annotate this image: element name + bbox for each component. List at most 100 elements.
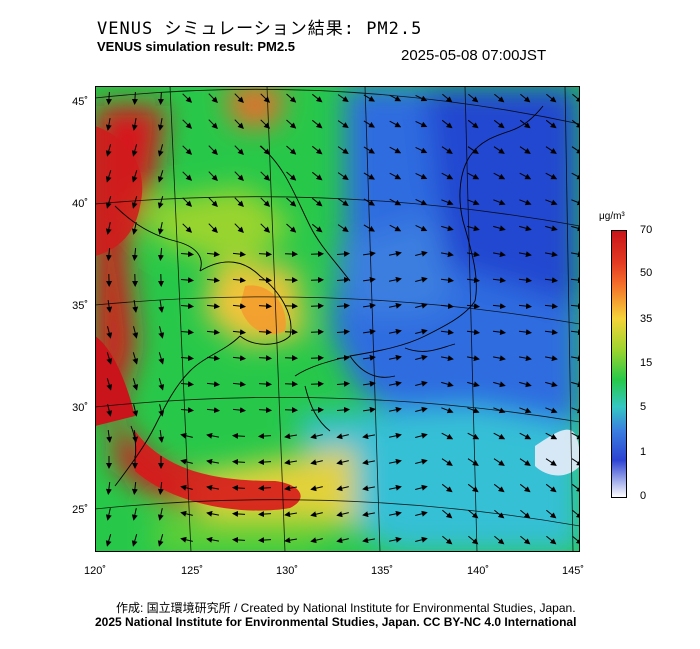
lon-label-125: 125˚ — [180, 565, 204, 577]
wind-arrow — [234, 119, 244, 130]
license-line: 2025 National Institute for Environmenta… — [95, 615, 577, 629]
colorbar-label-70: 70 — [640, 224, 653, 236]
wind-arrow — [519, 381, 532, 388]
wind-arrow — [571, 355, 580, 362]
wind-arrow — [546, 535, 557, 545]
wind-arrow — [284, 459, 297, 466]
wind-arrow — [157, 118, 164, 131]
wind-arrow — [467, 407, 480, 414]
wind-arrow — [158, 404, 165, 417]
field-orange-north — [225, 86, 285, 126]
wind-arrow — [518, 329, 532, 336]
colorbar-gradient — [611, 230, 627, 498]
wind-arrow — [337, 198, 349, 206]
wind-arrow — [440, 277, 454, 284]
wind-arrow — [182, 197, 193, 207]
wind-arrow — [258, 407, 272, 414]
wind-arrow — [158, 352, 165, 365]
wind-arrow — [520, 535, 531, 545]
wind-arrow — [286, 197, 297, 207]
korea-core — [240, 285, 286, 335]
wind-arrow — [105, 144, 112, 157]
wind-arrow — [232, 251, 246, 258]
wind-arrow — [467, 119, 479, 129]
wind-arrow — [232, 510, 246, 517]
wind-arrow — [493, 355, 506, 362]
wind-arrow — [234, 145, 244, 156]
wind-arrow — [519, 172, 532, 180]
wind-arrow — [415, 406, 428, 413]
map-border — [95, 86, 580, 552]
datetime: 2025-05-08 07:00JST — [401, 47, 547, 64]
wind-arrow — [206, 432, 219, 439]
wind-arrow — [494, 509, 505, 519]
wind-arrow — [571, 407, 580, 414]
wind-arrow — [363, 198, 375, 206]
wind-arrow — [208, 119, 218, 130]
wind-arrow — [441, 432, 454, 440]
colorbar-label-50: 50 — [640, 267, 653, 279]
wind-arrow — [467, 199, 480, 206]
wind-arrow — [441, 458, 453, 466]
wind-arrow — [493, 432, 506, 440]
wind-arrow — [493, 172, 506, 180]
wind-arrow — [544, 303, 558, 310]
wind-arrow — [363, 224, 375, 232]
wind-arrow — [519, 432, 532, 440]
wind-arrow — [388, 406, 402, 413]
wind-arrow — [441, 119, 453, 129]
lon-label-145: 145˚ — [561, 565, 585, 577]
wind-arrow — [363, 120, 375, 128]
wind-arrow — [441, 381, 454, 388]
wind-arrow — [441, 199, 454, 206]
wind-arrow — [310, 485, 323, 492]
wind-arrow — [157, 247, 164, 261]
wind-arrow — [158, 378, 165, 391]
wind-arrow — [466, 303, 480, 310]
wind-arrow — [467, 251, 480, 258]
wind-arrow — [232, 277, 246, 284]
wind-arrow — [105, 170, 112, 183]
wind-arrow — [493, 483, 505, 493]
wind-arrow — [415, 172, 428, 180]
wind-arrow — [363, 302, 376, 309]
wind-arrow — [545, 355, 558, 362]
wind-arrow — [362, 537, 375, 544]
wind-arrow — [158, 300, 165, 313]
wind-arrow — [208, 223, 218, 234]
wind-arrow — [337, 94, 349, 102]
wind-arrow — [286, 145, 297, 155]
wind-arrow — [415, 458, 428, 465]
wind-arrow — [336, 276, 350, 283]
wind-arrow — [440, 329, 454, 336]
wind-arrow — [545, 199, 558, 206]
wind-arrow — [232, 407, 246, 414]
wind-arrow — [571, 146, 580, 154]
wind-arrow — [363, 276, 376, 283]
wind-arrow — [363, 146, 375, 154]
wind-arrow — [442, 535, 453, 545]
wind-arrow — [258, 355, 272, 362]
wind-arrow — [106, 326, 113, 339]
wind-arrow — [311, 197, 323, 207]
wind-arrow — [415, 302, 428, 309]
wind-arrow — [545, 407, 558, 414]
wind-arrow — [389, 172, 402, 180]
lat-label-35: 35˚ — [72, 300, 88, 312]
wind-arrow — [336, 354, 350, 361]
colorbar — [611, 230, 627, 498]
wind-arrow — [234, 93, 244, 104]
wind-arrow — [157, 508, 164, 521]
wind-arrow — [571, 199, 580, 206]
wind-arrow — [388, 536, 402, 543]
wind-arrow — [415, 146, 428, 154]
wind-arrow — [545, 146, 557, 154]
wind-arrow — [158, 326, 165, 339]
wind-arrow — [545, 251, 558, 258]
wind-arrow — [132, 300, 139, 313]
colorbar-label-35: 35 — [640, 313, 653, 325]
field-lightgreen-sea — [135, 186, 295, 266]
wind-arrow — [492, 329, 506, 336]
wind-arrow — [415, 380, 428, 387]
wind-arrow — [572, 509, 580, 519]
